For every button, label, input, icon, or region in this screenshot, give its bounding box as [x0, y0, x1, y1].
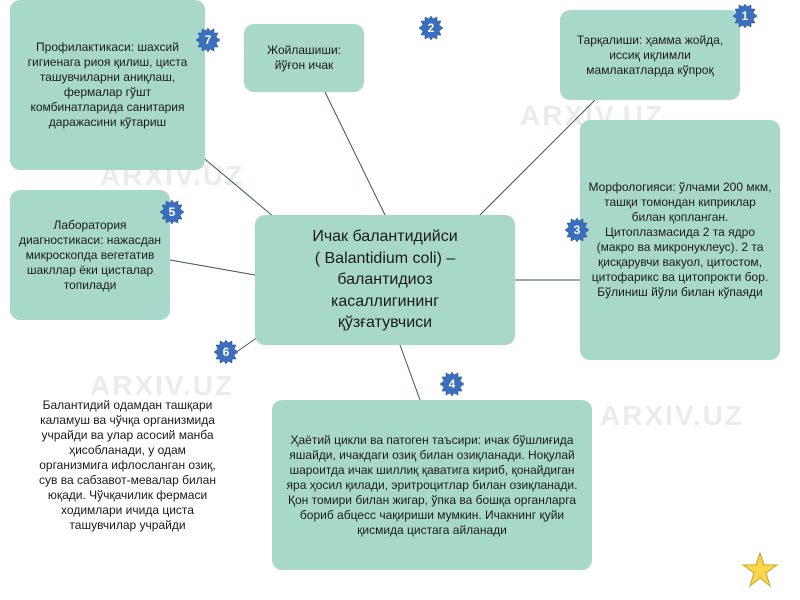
badge-6-num: 6: [223, 345, 230, 359]
badge-7: 7: [196, 28, 220, 52]
center-node: Ичак балантидийси ( Balantidium coli) – …: [255, 215, 515, 345]
badge-5: 5: [160, 200, 184, 224]
badge-4-num: 4: [449, 377, 456, 391]
badge-2-num: 2: [428, 21, 435, 35]
node-1: Тарқалиши: ҳамма жойда, иссиқ иқлимли ма…: [560, 10, 740, 100]
badge-3-num: 3: [574, 223, 581, 237]
node-7: Профилактикаси: шахсий гигиенага риоя қи…: [10, 0, 205, 170]
badge-3: 3: [565, 218, 589, 242]
badge-4: 4: [440, 372, 464, 396]
line-1: [470, 100, 595, 225]
badge-5-num: 5: [169, 205, 176, 219]
line-7: [200, 155, 280, 222]
line-4: [400, 345, 420, 400]
star-icon: [742, 552, 778, 588]
badge-7-num: 7: [205, 33, 212, 47]
node-5: Лаборатория диагностикаси: нажасдан микр…: [10, 190, 170, 320]
node-4: Ҳаётий цикли ва патоген таъсири: ичак бў…: [272, 400, 592, 570]
badge-1: 1: [733, 4, 757, 28]
line-2: [325, 92, 385, 215]
badge-1-num: 1: [742, 9, 749, 23]
line-5: [170, 260, 255, 275]
badge-6: 6: [214, 340, 238, 364]
node-3: Морфологияси: ўлчами 200 мкм, ташқи томо…: [580, 120, 780, 360]
watermark: ARXIV.UZ: [600, 400, 744, 432]
node-6: Балантидий одамдан ташқари каламуш ва чў…: [30, 330, 225, 600]
node-2: Жойлашиши: йўғон ичак: [244, 24, 364, 92]
badge-2: 2: [419, 16, 443, 40]
